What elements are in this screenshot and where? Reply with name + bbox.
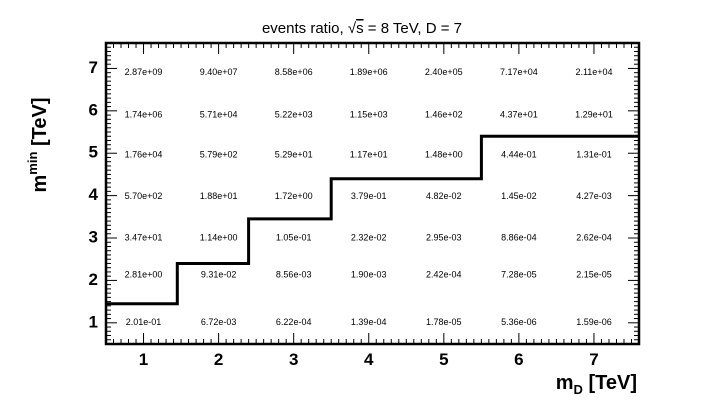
cell-value: 3.79e-01 — [351, 191, 387, 201]
y-tick-label: 3 — [89, 227, 98, 246]
cell-value: 1.31e-01 — [576, 150, 612, 160]
x-tick-label: 5 — [439, 350, 448, 369]
cell-value: 6.72e-03 — [201, 317, 237, 327]
cell-value: 2.01e-01 — [126, 317, 162, 327]
cell-value: 8.56e-03 — [276, 270, 312, 280]
cell-value: 7.17e+04 — [500, 67, 538, 77]
cell-value: 8.86e-04 — [501, 232, 537, 242]
cell-value: 2.32e-02 — [351, 232, 387, 242]
cell-value: 2.15e-05 — [576, 270, 612, 280]
cell-value: 1.90e-03 — [351, 270, 387, 280]
cell-value: 2.40e+05 — [425, 67, 463, 77]
y-axis-label-unit: [TeV] — [29, 98, 51, 152]
y-tick-label: 6 — [89, 100, 98, 119]
cell-value: 6.22e-04 — [276, 317, 312, 327]
cell-value: 1.15e+03 — [350, 109, 388, 119]
cell-value: 4.37e+01 — [500, 109, 538, 119]
cell-value: 4.44e-01 — [501, 150, 537, 160]
x-tick-label: 7 — [589, 350, 598, 369]
cell-value: 1.76e+04 — [125, 150, 163, 160]
cell-value: 1.48e+00 — [425, 150, 463, 160]
cell-value: 1.17e+01 — [350, 150, 388, 160]
cell-value: 1.89e+06 — [350, 67, 388, 77]
x-tick-label: 1 — [139, 350, 148, 369]
cell-labels: 2.01e-01 6.72e-03 6.22e-04 1.39e-04 1.78e-05… — [125, 67, 613, 327]
cell-value: 1.45e-02 — [501, 191, 537, 201]
cell-value: 5.70e+02 — [125, 191, 163, 201]
y-tick-label: 5 — [89, 143, 98, 162]
title-sqrt: √ — [348, 20, 357, 37]
x-tick-label: 6 — [514, 350, 523, 369]
y-axis-label-main: m — [29, 175, 51, 193]
cell-value: 1.78e-05 — [426, 317, 462, 327]
y-axis-label: mmin [TeV] — [25, 98, 51, 193]
cell-value: 9.40e+07 — [200, 67, 238, 77]
cell-value: 8.58e+06 — [275, 67, 313, 77]
cell-value: 7.28e-05 — [501, 270, 537, 280]
cell-value: 1.05e-01 — [276, 232, 312, 242]
cell-value: 5.71e+04 — [200, 109, 238, 119]
plot-frame — [104, 41, 641, 346]
title-prefix: events ratio, — [262, 20, 348, 37]
cell-value: 1.74e+06 — [125, 109, 163, 119]
chart-title: events ratio, √s = 8 TeV, D = 7 — [262, 20, 462, 37]
x-tick-label: 4 — [364, 350, 374, 369]
cell-value: 5.29e+01 — [275, 150, 313, 160]
axis-ticks: 1 2 3 4 5 6 7 1 2 3 4 5 6 7 — [89, 42, 640, 369]
cell-value: 1.46e+02 — [425, 109, 463, 119]
y-tick-label: 1 — [89, 312, 98, 331]
cell-value: 2.95e-03 — [426, 232, 462, 242]
y-axis-label-sup: min — [25, 152, 40, 175]
y-tick-label: 7 — [89, 58, 98, 77]
exclusion-boundary — [106, 134, 639, 306]
cell-value: 2.11e+04 — [575, 67, 612, 77]
x-axis-label-main: m — [556, 372, 574, 394]
y-tick-label: 4 — [89, 185, 99, 204]
cell-value: 2.81e+00 — [125, 270, 163, 280]
cell-value: 1.29e+01 — [575, 109, 613, 119]
cell-value: 4.27e-03 — [576, 191, 612, 201]
cell-value: 1.88e+01 — [200, 191, 238, 201]
cell-value: 5.79e+02 — [200, 150, 238, 160]
x-axis-label: mD [TeV] — [556, 372, 637, 397]
cell-value: 1.72e+00 — [275, 191, 313, 201]
title-suffix: = 8 TeV, D = 7 — [364, 20, 462, 37]
cell-value: 1.59e-06 — [576, 317, 612, 327]
cell-value: 5.22e+03 — [275, 109, 313, 119]
cell-value: 1.14e+00 — [200, 232, 238, 242]
x-axis-label-sub: D — [574, 382, 583, 397]
cell-value: 4.82e-02 — [426, 191, 462, 201]
title-energy-var: s — [356, 20, 364, 37]
x-tick-label: 2 — [214, 350, 223, 369]
cell-value: 2.62e-04 — [576, 232, 612, 242]
cell-value: 2.87e+09 — [125, 67, 163, 77]
boundary-line — [106, 134, 639, 306]
cell-value: 3.47e+01 — [125, 232, 163, 242]
cell-value: 9.31e-02 — [201, 270, 237, 280]
cell-value: 2.42e-04 — [426, 270, 462, 280]
x-tick-label: 3 — [289, 350, 298, 369]
x-axis-label-unit: [TeV] — [583, 372, 637, 394]
cell-value: 5.36e-06 — [501, 317, 537, 327]
cell-value: 1.39e-04 — [351, 317, 387, 327]
y-tick-label: 2 — [89, 270, 98, 289]
